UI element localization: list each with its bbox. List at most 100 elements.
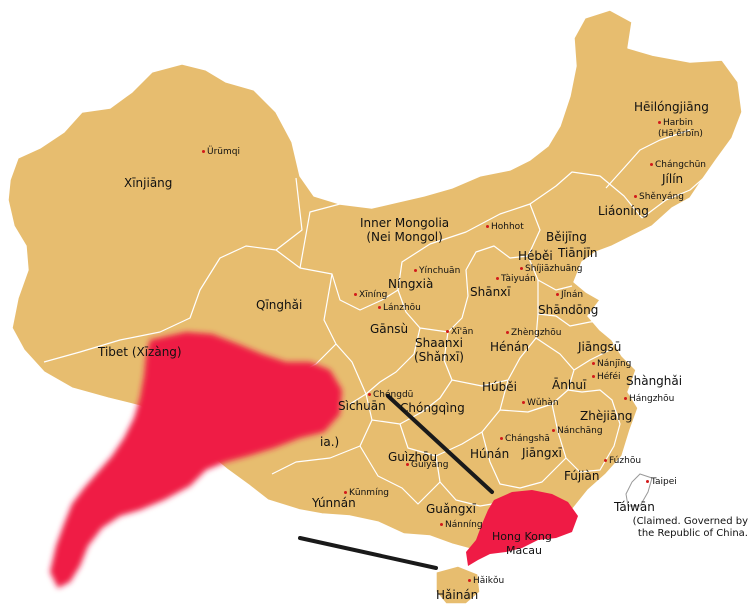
city-changsha: Chángshā — [500, 434, 550, 445]
label-zhejiang: Zhèjiāng — [580, 409, 633, 423]
city-nanchang: Nánchāng — [552, 426, 603, 437]
city-name: Nánjīng — [597, 359, 632, 369]
city-taiyuan: Tàiyuán — [496, 274, 536, 285]
city-name: Chángshā — [505, 434, 550, 444]
label-shandong: Shāndōng — [538, 303, 599, 317]
taiwan-island — [625, 473, 653, 507]
city-dot-icon — [202, 150, 205, 153]
label-taiwan: Táiwān — [614, 500, 655, 514]
city-dot-icon — [624, 397, 627, 400]
label-fujian: Fújiàn — [564, 469, 600, 483]
guangdong-highlight — [466, 490, 578, 566]
city-dot-icon — [496, 277, 499, 280]
city-fuzhou: Fúzhōu — [604, 456, 641, 467]
city-name: Chángchūn — [655, 160, 706, 170]
city-dot-icon — [378, 306, 381, 309]
label-qinghai: Qīnghǎi — [256, 298, 303, 312]
city-nanjing: Nánjīng — [592, 359, 631, 370]
city-dot-icon — [634, 195, 637, 198]
city-chengdu: Chéngdū — [368, 390, 413, 401]
label-yunnan: Yúnnán — [312, 496, 356, 510]
city-name: Ürümqi — [207, 147, 240, 157]
city-haikou: Hǎikǒu — [468, 576, 504, 587]
city-dot-icon — [468, 579, 471, 582]
city-dot-icon — [604, 459, 607, 462]
city-dot-icon — [658, 121, 661, 124]
city-name: Hǎikǒu — [473, 576, 505, 586]
label-guangxi: Guǎngxī — [426, 502, 476, 516]
city-xian: Xī'ān — [446, 327, 473, 338]
hainan-island — [435, 565, 481, 605]
label-jiangxi: Jiāngxī — [522, 446, 562, 460]
province-borders — [43, 129, 707, 507]
label-hainan: Hǎinán — [436, 588, 479, 602]
zoom-pointer-lower — [298, 536, 438, 570]
city-hefei: Héféi — [592, 372, 621, 383]
city-wuhan: Wǔhàn — [522, 398, 559, 409]
label-henan: Hénán — [490, 340, 529, 354]
label-hong-kong: Hong Kong — [492, 530, 552, 543]
city-dot-icon — [646, 480, 649, 483]
city-taipei: Taipei — [646, 477, 677, 488]
city-dot-icon — [520, 267, 523, 270]
label-ningxia: Níngxià — [388, 277, 434, 291]
label-jilin: Jílín — [662, 172, 684, 186]
city-dot-icon — [486, 225, 489, 228]
label-guizhou: Guìzhōu — [388, 450, 438, 464]
city-shijiazhuang: Shíjiāzhuāng — [520, 264, 583, 275]
city-dot-icon — [446, 330, 449, 333]
city-dot-icon — [592, 362, 595, 365]
city-dot-icon — [522, 401, 525, 404]
label-shanghai: Shànghǎi — [626, 374, 683, 388]
city-name: Hángzhōu — [629, 394, 675, 404]
city-guiyang: Guìyáng — [406, 460, 448, 471]
label-tianjin: Tiānjīn — [558, 246, 598, 260]
zoom-pointer-upper — [386, 394, 494, 494]
label-tibet: Tibet (Xīzàng) — [98, 345, 182, 359]
city-name: Zhèngzhōu — [511, 328, 562, 338]
label-chongqing: Chóngqìng — [400, 401, 465, 415]
label-sichuan: Sìchuān — [338, 399, 386, 413]
city-zhengzhou: Zhèngzhōu — [506, 328, 561, 339]
city-changchun: Chángchūn — [650, 160, 706, 171]
guangdong-zoom-highlight — [50, 332, 342, 588]
label-hubei: Húběi — [482, 380, 517, 394]
city-dot-icon — [354, 293, 357, 296]
city-dot-icon — [592, 375, 595, 378]
city-name: Jǐnán — [561, 290, 584, 300]
city-name: Fúzhōu — [609, 456, 642, 466]
city-nanning: Nánníng — [440, 520, 483, 531]
city-hohhot: Hohhot — [486, 222, 524, 233]
city-harbin: Harbin (Hā'ěrbīn) — [658, 118, 703, 140]
label-shaanxi: Shaanxi (Shǎnxī) — [414, 336, 464, 364]
city-dot-icon — [506, 331, 509, 334]
city-name: Shěnyáng — [639, 192, 684, 202]
city-dot-icon — [368, 393, 371, 396]
city-lanzhou: Lánzhōu — [378, 303, 421, 314]
city-dot-icon — [440, 523, 443, 526]
label-hebei: Héběi — [518, 249, 553, 263]
city-dot-icon — [556, 293, 559, 296]
city-urumqi: Ürümqi — [202, 147, 240, 158]
city-xining: Xīníng — [354, 290, 387, 301]
city-kunming: Kūnmíng — [344, 488, 389, 499]
city-name: Kūnmíng — [349, 488, 389, 498]
label-shanxi: Shānxī — [470, 285, 511, 299]
city-name: Guìyáng — [411, 460, 449, 470]
city-name: Harbin (Hā'ěrbīn) — [658, 118, 703, 139]
city-shenyang: Shěnyáng — [634, 192, 684, 203]
label-inner-mongolia: Inner Mongolia (Nei Mongol) — [360, 216, 450, 244]
label-xinjiang: Xīnjiāng — [124, 176, 173, 190]
city-name: Lánzhōu — [383, 303, 421, 313]
label-liaoning: Liáoníng — [598, 204, 649, 218]
label-anhui: Ānhuī — [552, 378, 587, 392]
label-tibet-partial: ia.) — [320, 435, 340, 449]
label-gansu: Gānsù — [370, 322, 409, 336]
taiwan-note: (Claimed. Governed by the Republic of Ch… — [632, 516, 748, 539]
city-name: Xīníng — [359, 290, 388, 300]
label-hunan: Húnán — [470, 447, 510, 461]
city-dot-icon — [414, 269, 417, 272]
city-dot-icon — [650, 163, 653, 166]
